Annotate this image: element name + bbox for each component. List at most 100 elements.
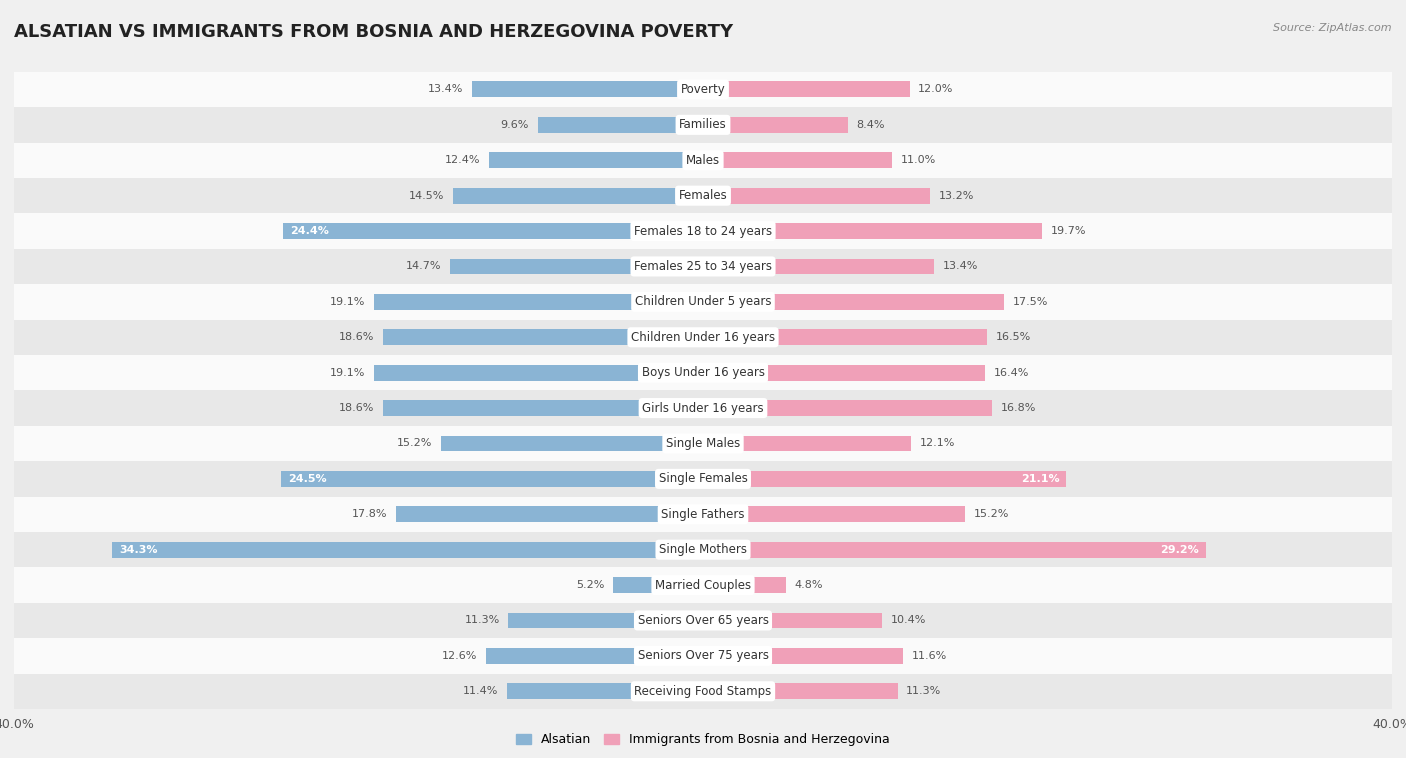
Text: 14.7%: 14.7% (406, 262, 441, 271)
Bar (374, 365, 703, 381)
Text: 34.3%: 34.3% (120, 545, 157, 555)
Text: 19.1%: 19.1% (330, 297, 366, 307)
Text: 17.8%: 17.8% (353, 509, 388, 519)
Text: 12.4%: 12.4% (446, 155, 481, 165)
Text: Females 18 to 24 years: Females 18 to 24 years (634, 224, 772, 237)
Bar (14, 213, 1392, 249)
Bar (703, 294, 1004, 310)
Text: 24.4%: 24.4% (290, 226, 329, 236)
Bar (14, 603, 1392, 638)
Text: 4.8%: 4.8% (794, 580, 823, 590)
Bar (703, 82, 910, 98)
Text: 9.6%: 9.6% (501, 120, 529, 130)
Text: 16.4%: 16.4% (994, 368, 1029, 377)
Text: Married Couples: Married Couples (655, 578, 751, 591)
Bar (703, 612, 882, 628)
Bar (703, 258, 934, 274)
Text: Children Under 16 years: Children Under 16 years (631, 330, 775, 344)
Text: Males: Males (686, 154, 720, 167)
Text: 13.4%: 13.4% (942, 262, 977, 271)
Bar (450, 258, 703, 274)
Bar (14, 674, 1392, 709)
Bar (281, 471, 703, 487)
Bar (382, 329, 703, 345)
Text: Single Mothers: Single Mothers (659, 543, 747, 556)
Bar (453, 188, 703, 204)
Text: 24.5%: 24.5% (288, 474, 326, 484)
Bar (537, 117, 703, 133)
Bar (703, 365, 986, 381)
Bar (14, 496, 1392, 532)
Bar (472, 82, 703, 98)
Bar (703, 577, 786, 593)
Text: Seniors Over 75 years: Seniors Over 75 years (637, 650, 769, 662)
Bar (14, 72, 1392, 107)
Text: Receiving Food Stamps: Receiving Food Stamps (634, 684, 772, 698)
Text: 12.0%: 12.0% (918, 84, 953, 95)
Bar (14, 178, 1392, 213)
Bar (14, 355, 1392, 390)
Bar (14, 568, 1392, 603)
Text: 13.2%: 13.2% (939, 191, 974, 201)
Text: Families: Families (679, 118, 727, 131)
Text: 11.6%: 11.6% (911, 651, 946, 661)
Text: Seniors Over 65 years: Seniors Over 65 years (637, 614, 769, 627)
Text: 18.6%: 18.6% (339, 403, 374, 413)
Bar (14, 532, 1392, 568)
Bar (14, 461, 1392, 496)
Bar (441, 436, 703, 452)
Bar (14, 249, 1392, 284)
Text: 11.4%: 11.4% (463, 686, 498, 697)
Bar (14, 284, 1392, 320)
Text: 10.4%: 10.4% (891, 615, 927, 625)
Bar (396, 506, 703, 522)
Bar (14, 426, 1392, 461)
Text: 5.2%: 5.2% (576, 580, 605, 590)
Text: 18.6%: 18.6% (339, 332, 374, 343)
Bar (382, 400, 703, 416)
Bar (14, 390, 1392, 426)
Bar (374, 294, 703, 310)
Text: Source: ZipAtlas.com: Source: ZipAtlas.com (1274, 23, 1392, 33)
Text: Females: Females (679, 190, 727, 202)
Text: 11.3%: 11.3% (464, 615, 499, 625)
Bar (506, 683, 703, 699)
Text: 17.5%: 17.5% (1012, 297, 1049, 307)
Bar (14, 143, 1392, 178)
Bar (703, 683, 897, 699)
Text: 13.4%: 13.4% (429, 84, 464, 95)
Text: 19.7%: 19.7% (1050, 226, 1087, 236)
Bar (14, 320, 1392, 355)
Text: Children Under 5 years: Children Under 5 years (634, 296, 772, 309)
Text: Boys Under 16 years: Boys Under 16 years (641, 366, 765, 379)
Bar (703, 188, 931, 204)
Text: 8.4%: 8.4% (856, 120, 884, 130)
Bar (613, 577, 703, 593)
Bar (703, 648, 903, 664)
Bar (486, 648, 703, 664)
Bar (703, 223, 1042, 239)
Text: 15.2%: 15.2% (398, 438, 433, 449)
Legend: Alsatian, Immigrants from Bosnia and Herzegovina: Alsatian, Immigrants from Bosnia and Her… (512, 728, 894, 751)
Bar (112, 542, 703, 558)
Text: 15.2%: 15.2% (973, 509, 1008, 519)
Text: 16.5%: 16.5% (995, 332, 1031, 343)
Text: 19.1%: 19.1% (330, 368, 366, 377)
Text: 14.5%: 14.5% (409, 191, 444, 201)
Text: 11.0%: 11.0% (901, 155, 936, 165)
Bar (509, 612, 703, 628)
Bar (14, 638, 1392, 674)
Text: 16.8%: 16.8% (1001, 403, 1036, 413)
Text: 12.6%: 12.6% (441, 651, 478, 661)
Text: Single Males: Single Males (666, 437, 740, 450)
Text: Girls Under 16 years: Girls Under 16 years (643, 402, 763, 415)
Text: Single Fathers: Single Fathers (661, 508, 745, 521)
Text: Single Females: Single Females (658, 472, 748, 485)
Bar (703, 152, 893, 168)
Bar (703, 542, 1206, 558)
Text: 12.1%: 12.1% (920, 438, 956, 449)
Bar (703, 471, 1066, 487)
Text: 11.3%: 11.3% (907, 686, 942, 697)
Text: Poverty: Poverty (681, 83, 725, 96)
Bar (283, 223, 703, 239)
